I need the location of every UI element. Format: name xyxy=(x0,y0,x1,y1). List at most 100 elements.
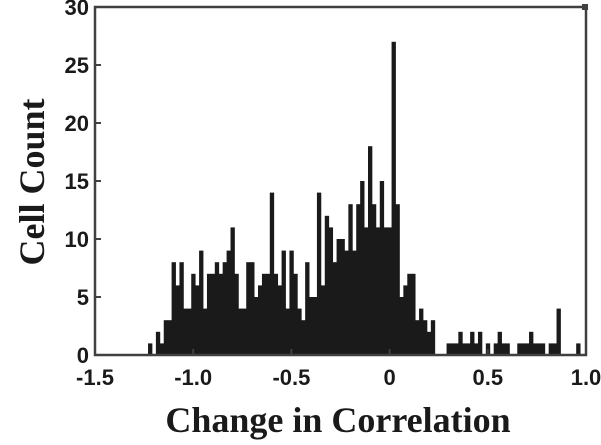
histogram-bar xyxy=(576,343,581,355)
y-axis-title: Cell Count xyxy=(12,98,52,265)
y-axis-ticks: 0 5 10 15 20 25 30 xyxy=(65,0,101,368)
histogram-bar xyxy=(340,239,345,355)
histogram-bar xyxy=(320,285,326,355)
histogram-bar xyxy=(411,273,416,355)
histogram-bar xyxy=(450,343,455,355)
histogram-bar xyxy=(238,308,243,355)
histogram-bar xyxy=(356,204,361,355)
histogram-bar xyxy=(454,343,459,355)
histogram-bar xyxy=(548,343,554,355)
histogram-bar xyxy=(556,308,561,355)
histogram-bar xyxy=(218,273,224,355)
histogram-bar xyxy=(328,227,334,355)
histogram-bar xyxy=(501,343,506,355)
histogram-bar xyxy=(265,273,271,355)
histogram-bar xyxy=(497,331,502,355)
histogram-bar xyxy=(206,273,212,355)
histogram-bar xyxy=(383,227,389,355)
histogram-bar xyxy=(371,204,377,355)
histogram-bar xyxy=(415,320,420,355)
y-tick-label: 10 xyxy=(65,227,89,252)
histogram-bar xyxy=(517,343,522,355)
histogram-bar xyxy=(505,343,510,355)
histogram-bar xyxy=(246,262,251,355)
histogram-bar xyxy=(195,285,200,355)
histogram-bar xyxy=(254,297,259,355)
histogram-bar xyxy=(336,239,341,355)
histogram-bar xyxy=(407,273,412,355)
histogram-bar xyxy=(159,343,165,355)
histogram-bar xyxy=(199,250,204,355)
histogram-bar xyxy=(379,181,385,355)
histogram-bar xyxy=(250,262,255,355)
histogram-bar xyxy=(301,320,306,355)
histogram-bar xyxy=(348,204,353,355)
histogram-bar xyxy=(352,250,357,355)
histogram-bar xyxy=(466,343,471,355)
x-tick-label: 0 xyxy=(383,365,395,390)
histogram-bar xyxy=(183,308,188,355)
histogram-bar xyxy=(179,262,184,355)
histogram-bar xyxy=(285,308,290,355)
histogram-bar xyxy=(226,250,231,355)
histogram-bar xyxy=(163,320,169,355)
histogram-bar xyxy=(261,273,267,355)
histogram-bar xyxy=(210,273,216,355)
histogram-bar xyxy=(422,320,428,355)
histogram-bar xyxy=(258,285,263,355)
histogram-bar xyxy=(493,343,499,355)
histogram-bar xyxy=(273,273,279,355)
y-tick-label: 5 xyxy=(77,285,89,310)
histogram-bar xyxy=(552,343,557,355)
histogram-bar xyxy=(536,343,542,355)
histogram-bar xyxy=(458,331,463,355)
histogram-bar xyxy=(191,273,196,355)
histogram-bar xyxy=(477,331,483,355)
histogram-bar xyxy=(446,343,451,355)
histogram-bar xyxy=(525,343,530,355)
histogram-bar xyxy=(242,308,247,355)
histogram-bar xyxy=(167,320,172,355)
histogram-bar xyxy=(175,285,180,355)
histogram-bar xyxy=(540,343,546,355)
x-axis-ticks: -1.5 -1.0 -0.5 0 0.5 1.0 xyxy=(76,349,601,390)
y-tick-label: 20 xyxy=(65,111,89,136)
y-tick-label: 0 xyxy=(77,343,89,368)
histogram-bar xyxy=(214,262,220,355)
histogram-bar xyxy=(532,343,538,355)
y-tick-label: 30 xyxy=(65,0,89,20)
histogram-bar xyxy=(344,250,349,355)
histogram-bar xyxy=(529,331,534,355)
histogram-bar xyxy=(297,308,302,355)
histogram-bar xyxy=(316,192,322,355)
histogram-bar xyxy=(521,343,526,355)
histogram-bar xyxy=(148,343,153,355)
histogram-bar xyxy=(332,262,337,355)
histogram-bar xyxy=(324,215,330,355)
corner-marker xyxy=(582,4,588,10)
histogram-bar xyxy=(395,204,400,355)
histogram-bars xyxy=(148,41,581,356)
histogram-bar xyxy=(293,273,298,355)
histogram-bar xyxy=(364,227,369,355)
histogram-bar xyxy=(234,273,239,355)
histogram-bar xyxy=(399,297,404,355)
histogram-bar xyxy=(313,297,318,355)
x-tick-label: 0.5 xyxy=(473,365,504,390)
histogram-bar xyxy=(289,250,294,355)
histogram-bar xyxy=(171,262,176,355)
histogram-bar xyxy=(309,297,314,355)
histogram-bar xyxy=(230,227,235,355)
histogram-bar xyxy=(187,308,192,355)
histogram-bar xyxy=(430,320,436,355)
y-tick-label: 15 xyxy=(65,169,89,194)
histogram-bar xyxy=(470,331,475,355)
x-tick-label: 1.0 xyxy=(571,365,601,390)
histogram-bar xyxy=(462,343,467,355)
histogram-bar xyxy=(391,41,396,356)
histogram-bar xyxy=(155,331,161,355)
y-tick-label: 25 xyxy=(65,53,89,78)
histogram-bar xyxy=(419,308,424,355)
histogram-bar xyxy=(426,331,432,355)
